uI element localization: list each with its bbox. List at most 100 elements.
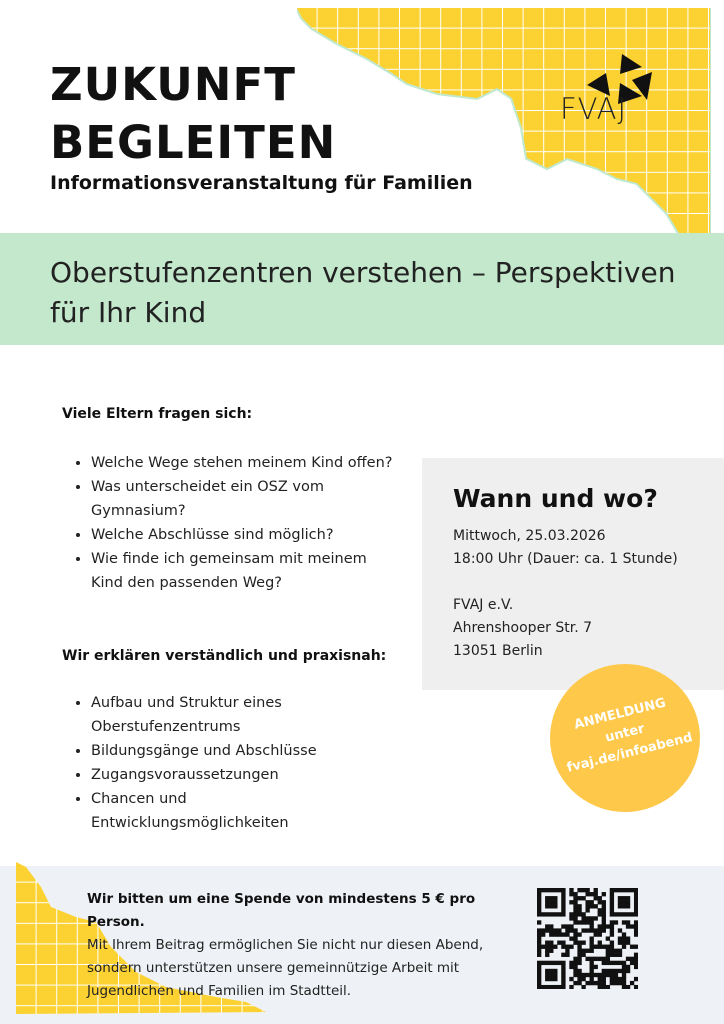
qr-module xyxy=(617,888,623,893)
qr-module xyxy=(589,924,594,929)
qr-module xyxy=(597,912,602,917)
qr-module xyxy=(601,956,606,962)
page-title: ZUKUNFT BEGLEITEN xyxy=(50,56,336,172)
qr-module xyxy=(577,960,582,966)
qr-module xyxy=(613,968,619,974)
qr-module xyxy=(597,908,602,913)
qr-module xyxy=(613,888,619,893)
qr-module xyxy=(585,956,590,962)
qr-module xyxy=(581,888,586,893)
qr-module xyxy=(633,920,638,925)
qr-module xyxy=(589,960,594,966)
qr-module xyxy=(577,920,582,925)
qr-module xyxy=(609,896,615,901)
qr-module xyxy=(573,932,578,937)
qr-module xyxy=(561,892,566,897)
qr-module xyxy=(557,932,562,937)
qr-module xyxy=(633,888,638,893)
qr-module xyxy=(569,984,574,989)
qr-module xyxy=(625,888,631,893)
qr-module xyxy=(561,980,566,986)
qr-module xyxy=(553,888,558,893)
qr-module xyxy=(601,924,606,929)
qr-module xyxy=(609,924,615,929)
qr-module xyxy=(561,888,566,893)
qr-module xyxy=(633,928,638,933)
qr-module xyxy=(593,932,598,937)
qr-module xyxy=(561,912,566,917)
qr-module xyxy=(601,928,606,933)
qr-module xyxy=(601,980,606,986)
qr-module xyxy=(617,936,623,941)
qr-module xyxy=(621,936,627,941)
qr-module xyxy=(605,972,611,978)
qr-module xyxy=(613,980,619,986)
qr-module xyxy=(589,976,594,982)
questions-list: Welche Wege stehen meinem Kind offen? Wa… xyxy=(74,451,394,595)
qr-module xyxy=(541,984,546,989)
qr-module xyxy=(557,940,562,945)
qr-module xyxy=(617,976,623,982)
qr-module xyxy=(601,984,606,989)
qr-module xyxy=(545,984,550,989)
list-item: Wie finde ich gemeinsam mit meinem Kind … xyxy=(91,547,394,595)
qr-module xyxy=(537,900,542,905)
qr-module xyxy=(605,968,611,974)
qr-module xyxy=(609,912,615,917)
qr-module xyxy=(545,944,550,949)
qr-module xyxy=(541,928,546,933)
qr-module xyxy=(553,896,558,901)
qr-module xyxy=(621,984,627,989)
qr-module xyxy=(605,924,611,929)
list-item: Bildungsgänge und Abschlüsse xyxy=(91,739,324,763)
qr-module xyxy=(577,956,582,962)
qr-module xyxy=(577,912,582,917)
qr-module xyxy=(617,940,623,945)
qr-module xyxy=(601,892,606,897)
qr-module xyxy=(617,928,623,933)
qr-module xyxy=(593,928,598,933)
qr-module xyxy=(593,896,598,901)
qr-module xyxy=(549,972,554,978)
qr-module xyxy=(617,968,623,974)
qr-module xyxy=(585,892,590,897)
qr-module xyxy=(557,928,562,933)
qr-module xyxy=(613,920,619,925)
qr-module xyxy=(537,972,542,978)
qr-module xyxy=(553,900,558,905)
qr-module xyxy=(625,904,631,909)
qr-module xyxy=(553,912,558,917)
qr-module xyxy=(593,944,598,949)
qr-module xyxy=(573,904,578,909)
qr-module xyxy=(573,928,578,933)
qr-module xyxy=(561,952,566,957)
qr-module xyxy=(537,940,542,945)
qr-module xyxy=(609,928,615,933)
qr-module xyxy=(557,960,562,966)
qr-module xyxy=(537,960,542,966)
qr-module xyxy=(537,920,542,925)
qr-module xyxy=(633,956,638,962)
qr-module xyxy=(573,972,578,978)
qr-module xyxy=(613,976,619,982)
qr-module xyxy=(545,948,550,953)
qr-module xyxy=(537,976,542,982)
qr-module xyxy=(597,940,602,945)
qr-module xyxy=(541,944,546,949)
qr-module xyxy=(589,968,594,974)
qr-module xyxy=(577,972,582,978)
qr-module xyxy=(545,924,550,929)
qr-module xyxy=(573,908,578,913)
list-item: Aufbau und Struktur eines Oberstufenzent… xyxy=(91,691,324,739)
qr-module xyxy=(593,916,598,921)
qr-code[interactable] xyxy=(537,888,638,989)
qr-module xyxy=(569,900,574,905)
title-line: BEGLEITEN xyxy=(50,116,337,169)
qr-module xyxy=(601,916,606,921)
qr-module xyxy=(593,980,598,986)
qr-module xyxy=(537,896,542,901)
qr-module xyxy=(617,900,623,905)
qr-module xyxy=(537,904,542,909)
qr-module xyxy=(573,896,578,901)
qr-module xyxy=(625,900,631,905)
